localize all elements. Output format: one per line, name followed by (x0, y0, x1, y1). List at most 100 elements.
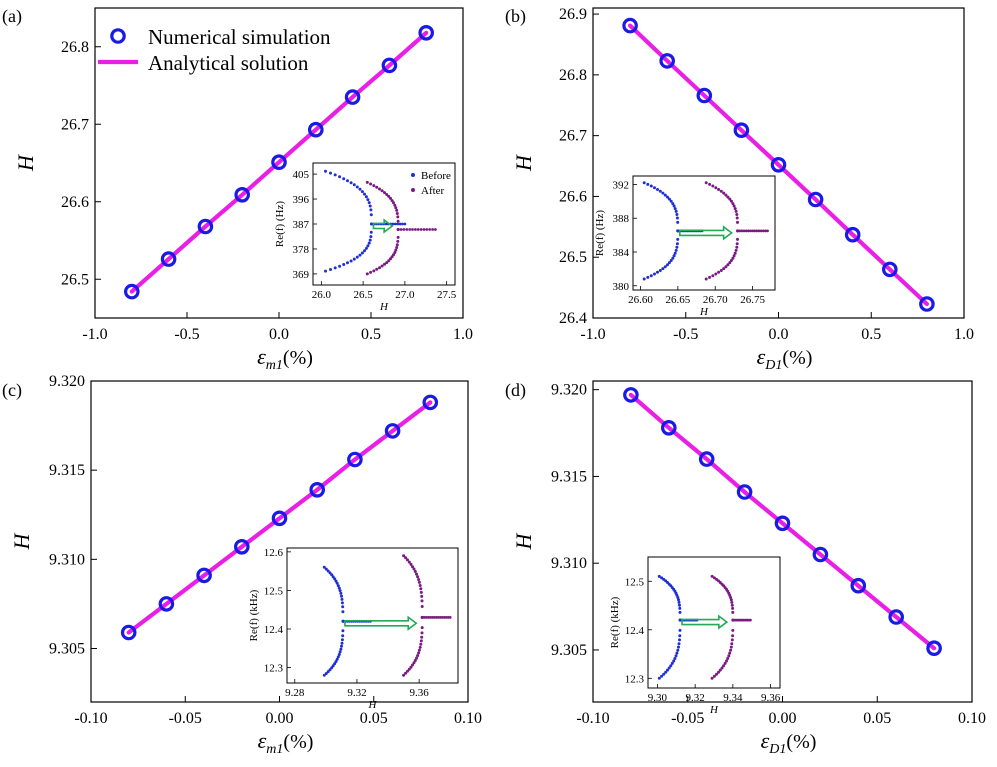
numerical-point (422, 394, 439, 411)
before-point (342, 263, 346, 266)
after-point (420, 631, 424, 635)
shift-arrow (344, 615, 418, 631)
after-point (732, 254, 736, 258)
numerical-point (124, 283, 140, 300)
inset-y-axis-label: Re(f) (kHz) (609, 596, 621, 648)
before-point (360, 190, 364, 194)
inset-x-tick-label: 9.34 (723, 692, 743, 704)
after-point (412, 661, 416, 665)
before-point (393, 222, 397, 226)
after-point (394, 248, 398, 252)
after-point (731, 610, 735, 614)
numerical-point (774, 515, 791, 532)
before-point (358, 253, 362, 257)
y-axis-label: H (511, 154, 536, 172)
x-axis-label: εm1(%) (257, 344, 313, 373)
before-point (340, 641, 344, 645)
after-point (715, 672, 718, 676)
before-point (674, 248, 678, 252)
after-point (395, 212, 399, 215)
after-point (411, 228, 414, 231)
inset-y-axis-label: Re(f) (kHz) (248, 589, 260, 641)
after-point (728, 261, 732, 265)
after-point (369, 182, 373, 186)
before-point (355, 185, 359, 189)
numerical-point (696, 87, 713, 104)
before-point (342, 177, 346, 181)
numerical-point (309, 481, 325, 498)
before-point (337, 586, 341, 590)
after-point (730, 642, 734, 646)
before-point (355, 255, 359, 259)
x-tick-label: 1.0 (453, 326, 473, 343)
after-point (722, 267, 726, 271)
after-point (411, 565, 414, 569)
before-point (326, 670, 330, 674)
after-point (413, 570, 417, 573)
before-point (657, 676, 661, 680)
after-point (728, 197, 732, 201)
y-tick-label: 9.310 (49, 551, 85, 568)
after-point (725, 659, 728, 663)
after-point (759, 229, 763, 233)
after-point (375, 185, 379, 189)
after-point (432, 616, 436, 619)
before-point (672, 659, 676, 663)
after-point (735, 213, 739, 216)
before-point (649, 274, 653, 278)
panel-1: -1.0 -0.5 0.0 0.5 1.0 26.4 26.5 26.6 26.7 26.8 26.… (505, 6, 974, 373)
after-point (722, 664, 726, 668)
before-point (366, 198, 370, 202)
before-point (666, 195, 669, 199)
inset-y-tick-label: 12.3 (625, 673, 645, 685)
before-point (363, 249, 366, 253)
before-point (677, 642, 681, 646)
after-point (731, 256, 735, 260)
before-point (678, 606, 682, 610)
y-tick-label: 26.5 (61, 271, 89, 288)
numerical-point (160, 251, 177, 267)
after-point (726, 657, 730, 660)
before-point (369, 213, 373, 217)
numerical-point (812, 546, 829, 563)
before-point (673, 251, 677, 255)
after-point (402, 554, 406, 558)
before-point (349, 259, 353, 263)
before-point (341, 610, 345, 614)
x-tick-label: 0.05 (360, 710, 388, 727)
after-point (416, 575, 420, 579)
after-point (396, 228, 400, 231)
after-point (718, 668, 722, 672)
before-point (324, 672, 328, 675)
x-tick-label: 0.5 (861, 326, 881, 343)
before-point (334, 579, 338, 583)
after-point (387, 194, 391, 198)
before-point (669, 664, 673, 668)
numerical-point (622, 17, 638, 34)
analytical-line (627, 23, 930, 307)
after-point (396, 219, 400, 223)
after-point (415, 656, 418, 660)
after-point (714, 186, 718, 190)
inset-y-tick-label: 12.4 (264, 624, 284, 636)
before-point (358, 187, 362, 191)
before-point (672, 204, 676, 208)
before-point (669, 199, 673, 203)
after-point (731, 628, 735, 632)
numerical-point (197, 218, 214, 235)
before-point (663, 265, 667, 269)
after-point (714, 272, 718, 276)
before-point (349, 181, 353, 185)
numerical-point (733, 122, 750, 138)
before-point (330, 573, 334, 577)
inset-y-tick-label: 12.5 (264, 585, 284, 597)
x-axis-label: εm1(%) (258, 728, 314, 757)
before-point (333, 266, 337, 270)
before-point (670, 661, 674, 665)
after-point (418, 645, 422, 649)
after-point (393, 203, 397, 207)
x-axis-label: εD1(%) (761, 728, 817, 757)
after-point (395, 208, 399, 212)
after-point (392, 201, 395, 205)
